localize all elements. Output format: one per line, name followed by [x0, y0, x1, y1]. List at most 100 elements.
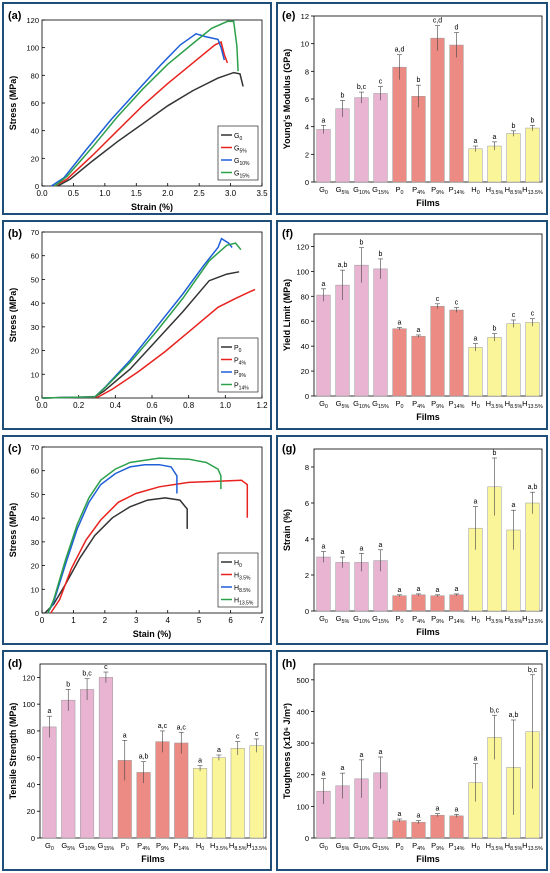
x-tick-label: 0.2	[73, 401, 85, 410]
panel-label: (g)	[282, 443, 296, 455]
significance-letter: c	[255, 731, 259, 738]
y-tick-label: 8	[305, 67, 309, 76]
significance-letter: a	[474, 336, 478, 343]
y-tick-label: 120	[26, 16, 39, 25]
chart-f-svg: 0 20 40 60 80 100 120 a G0 a,b G5% b G10% b G15% a P0 a P4…	[282, 228, 543, 422]
x-category-label: H13.5%	[522, 614, 543, 625]
y-tick-label: 2	[305, 150, 309, 159]
y-tick-label: 8	[305, 463, 309, 472]
x-category-label: G10%	[353, 841, 370, 852]
bar-G10%	[80, 689, 95, 839]
x-category-label: P0	[121, 841, 129, 852]
significance-letter: a	[455, 586, 459, 593]
significance-letter: b,c	[82, 671, 92, 678]
significance-letter: c	[512, 312, 516, 319]
x-axis-label: Films	[416, 627, 440, 637]
legend-label: P0	[234, 345, 242, 354]
significance-letter: a	[436, 587, 440, 594]
y-tick-label: 0	[305, 178, 309, 187]
plot-frame	[313, 448, 543, 612]
x-tick-label: 2.5	[194, 189, 206, 198]
chart-e-svg: 0 2 4 6 8 10 12 a G0 b G5% b,c G10% c G15% a,d P0 b P4% c,d…	[282, 10, 543, 208]
bar-G0	[316, 556, 331, 612]
x-category-label: H0	[196, 841, 204, 852]
significance-letter: a	[436, 806, 440, 813]
x-category-label: G15%	[372, 841, 389, 852]
significance-letter: a	[493, 134, 497, 141]
x-axis-label: Films	[416, 854, 440, 864]
bar-G10%	[354, 97, 369, 183]
x-category-label: G0	[319, 841, 328, 852]
x-category-label: G0	[45, 841, 54, 852]
y-tick-label: 0	[35, 609, 39, 618]
bar-G10%	[354, 264, 369, 397]
y-tick-label: 4	[305, 535, 309, 544]
significance-letter: a,b	[509, 712, 519, 719]
bar-H0	[468, 347, 483, 397]
x-axis-label: Films	[416, 198, 440, 208]
x-tick-label: 5	[197, 616, 202, 625]
bar-H13.5%	[525, 322, 540, 397]
x-category-label: P0	[395, 614, 403, 625]
x-tick-label: 6	[228, 616, 233, 625]
x-category-label: H0	[471, 185, 479, 196]
y-tick-label: 6	[305, 499, 309, 508]
bar-G5%	[335, 284, 350, 397]
significance-letter: c	[531, 311, 535, 318]
x-category-label: G5%	[336, 185, 350, 196]
bar-P14%	[449, 594, 464, 612]
legend-label: H13.5%	[234, 598, 254, 607]
x-category-label: G5%	[336, 399, 350, 410]
legend-label: H3.5%	[234, 573, 251, 582]
significance-letter: b	[493, 450, 497, 457]
bar-P14%	[449, 815, 464, 839]
bar-P0	[392, 820, 407, 839]
bar-P0	[392, 595, 407, 612]
x-tick-label: 4	[165, 616, 170, 625]
significance-letter: a	[198, 758, 202, 765]
y-tick-label: 100	[296, 267, 309, 276]
significance-letter: a	[398, 319, 402, 326]
y-tick-label: 30	[31, 323, 39, 332]
series-line-P4%	[41, 288, 256, 399]
x-tick-label: 3.0	[225, 189, 237, 198]
significance-letter: a	[341, 549, 345, 556]
x-category-label: G0	[319, 185, 328, 196]
x-tick-label: 3	[134, 616, 139, 625]
x-tick-label: 1.0	[220, 401, 232, 410]
y-tick-label: 20	[31, 562, 39, 571]
series-line-G15%	[54, 20, 239, 187]
x-tick-label: 0.0	[36, 189, 48, 198]
x-category-label: H3.5%	[486, 399, 504, 410]
bar-H13.5%	[525, 127, 540, 183]
x-axis-label: Strain (%)	[131, 414, 173, 424]
bar-P4%	[411, 821, 426, 839]
legend-label: H8.5%	[234, 585, 251, 594]
y-tick-label: 20	[27, 807, 35, 816]
chart-g-svg: 0 2 4 6 8 a G0 a G5% a G10% a G15% a P0 a P4% a P9% a P14% a H…	[282, 443, 543, 637]
y-tick-label: 0	[305, 607, 309, 616]
x-tick-label: 3.5	[256, 189, 268, 198]
y-tick-label: 80	[27, 727, 35, 736]
y-tick-label: 0	[35, 182, 39, 191]
x-category-label: G10%	[79, 841, 96, 852]
y-tick-label: 50	[31, 275, 39, 284]
panel-label: (a)	[8, 10, 22, 22]
x-category-label: P4%	[412, 399, 425, 410]
plot-frame	[313, 233, 543, 397]
bar-H8.5%	[230, 748, 245, 839]
bar-G15%	[373, 268, 388, 397]
y-tick-label: 100	[26, 44, 39, 53]
x-category-label: H8.5%	[229, 841, 247, 852]
y-tick-label: 50	[31, 490, 39, 499]
y-tick-label: 100	[22, 700, 35, 709]
x-category-label: P4%	[412, 841, 425, 852]
significance-letter: a,b	[338, 262, 348, 269]
legend-label: G5%	[234, 146, 247, 155]
bar-H8.5%	[506, 323, 521, 397]
bar-P9%	[430, 595, 445, 612]
y-tick-label: 60	[301, 317, 309, 326]
x-category-label: H13.5%	[522, 399, 543, 410]
bar-H13.5%	[249, 745, 264, 839]
x-category-label: G5%	[61, 841, 75, 852]
